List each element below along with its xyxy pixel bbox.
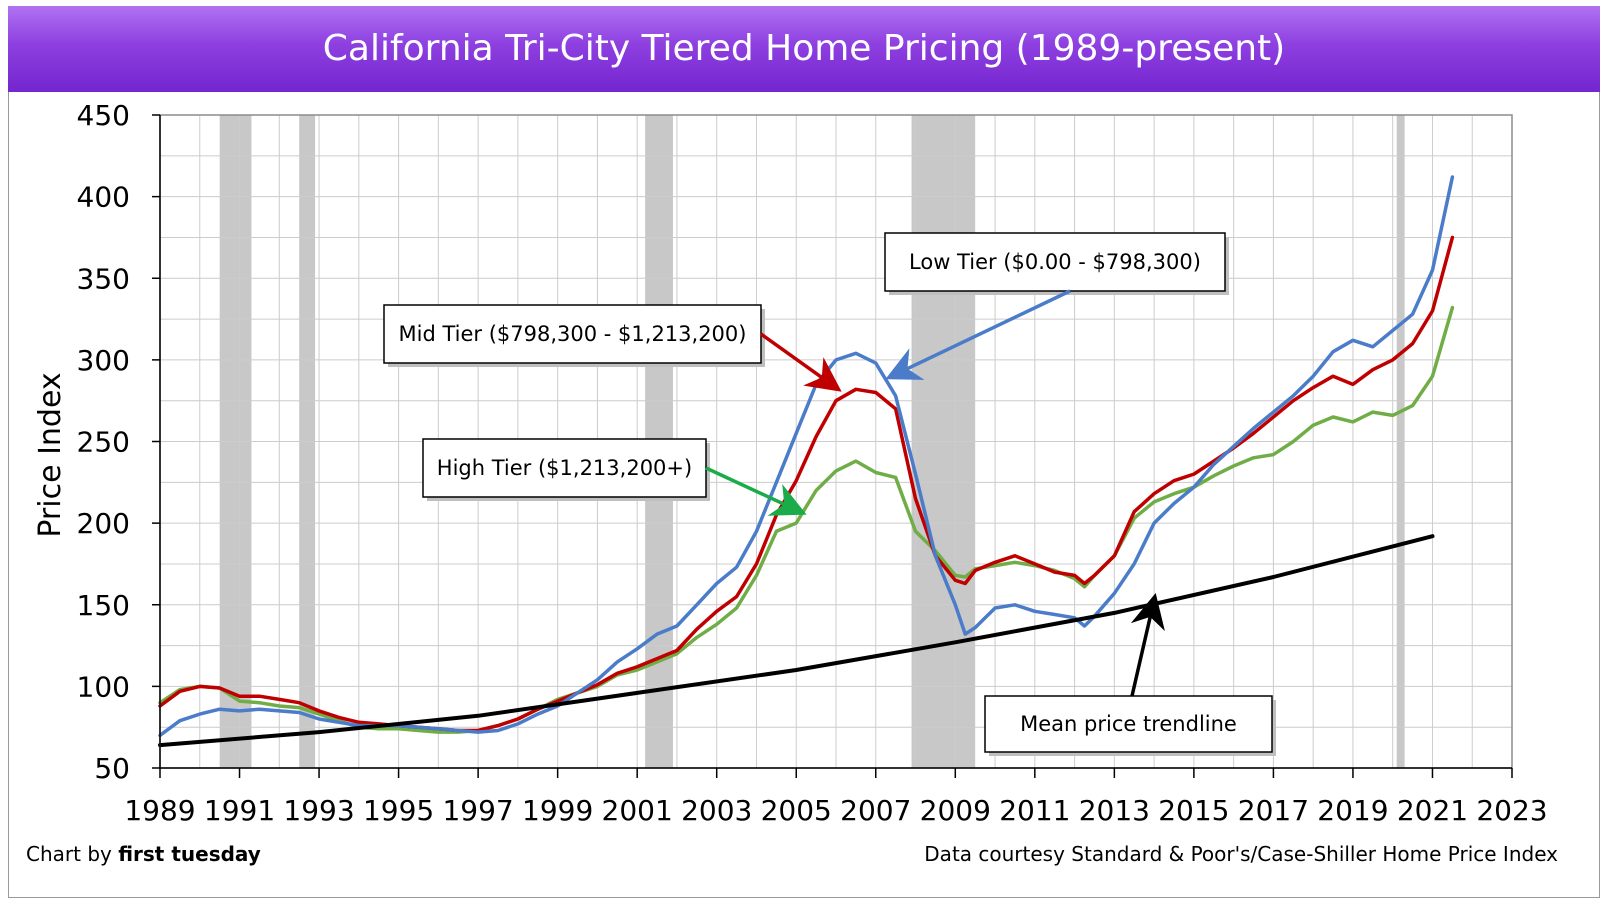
x-tick-label: 1991 bbox=[204, 794, 275, 827]
callout-box bbox=[884, 232, 1226, 292]
y-tick-label: 300 bbox=[77, 344, 130, 377]
x-tick-label: 2003 bbox=[681, 794, 752, 827]
callout-mid-tier: Mid Tier ($798,300 - $1,213,200) bbox=[383, 304, 842, 392]
credit-prefix: Chart by bbox=[26, 842, 119, 866]
mean-trendline bbox=[158, 534, 1435, 748]
y-tick-label: 350 bbox=[77, 262, 130, 295]
x-tick-label: 2009 bbox=[920, 794, 991, 827]
axes bbox=[152, 114, 1513, 778]
x-tick-label: 1989 bbox=[124, 794, 195, 827]
high-tier-line bbox=[158, 305, 1455, 734]
callout-label: Mean price trendline bbox=[1020, 712, 1237, 736]
callout-arrow bbox=[1130, 593, 1165, 697]
x-tick-label: 1999 bbox=[522, 794, 593, 827]
x-tick-label: 2023 bbox=[1476, 794, 1547, 827]
x-tick-label: 2011 bbox=[999, 794, 1070, 827]
chart-frame bbox=[8, 6, 1600, 898]
callout-arrow bbox=[885, 289, 1071, 380]
callout-arrow bbox=[759, 332, 842, 392]
mid-tier-line bbox=[158, 235, 1455, 733]
callout-label: High Tier ($1,213,200+) bbox=[437, 456, 692, 480]
x-tick-label: 2015 bbox=[1158, 794, 1229, 827]
callout-low-tier: Low Tier ($0.00 - $798,300) bbox=[884, 232, 1229, 380]
y-tick-label: 100 bbox=[77, 670, 130, 703]
y-tick-label: 200 bbox=[77, 507, 130, 540]
callout-label: Low Tier ($0.00 - $798,300) bbox=[909, 250, 1201, 274]
x-tick-label: 1995 bbox=[363, 794, 434, 827]
credit-brand: first tuesday bbox=[118, 842, 261, 866]
annotations: Low Tier ($0.00 - $798,300) Mid Tier ($79… bbox=[383, 232, 1276, 756]
x-tick-label: 1993 bbox=[283, 794, 354, 827]
data-source-note: Data courtesy Standard & Poor's/Case-Shi… bbox=[924, 842, 1558, 866]
x-tick-label: 2013 bbox=[1079, 794, 1150, 827]
series-lines bbox=[158, 175, 1455, 748]
x-tick-label: 2005 bbox=[761, 794, 832, 827]
x-tick-label: 2017 bbox=[1238, 794, 1309, 827]
chart-title: California Tri-City Tiered Home Pricing … bbox=[8, 6, 1600, 92]
x-tick-label: 2001 bbox=[602, 794, 673, 827]
y-axis-label: Price Index bbox=[33, 372, 68, 537]
y-tick-label: 50 bbox=[94, 752, 130, 785]
callout-box bbox=[383, 304, 762, 364]
x-tick-label: 2007 bbox=[840, 794, 911, 827]
callout-label: Mid Tier ($798,300 - $1,213,200) bbox=[399, 322, 747, 346]
y-tick-label: 450 bbox=[77, 99, 130, 132]
callout-trendline: Mean price trendline bbox=[984, 593, 1276, 756]
callout-arrow bbox=[705, 466, 807, 516]
x-tick-label: 2021 bbox=[1397, 794, 1468, 827]
callout-box bbox=[422, 438, 707, 498]
y-tick-label: 400 bbox=[77, 181, 130, 214]
gridlines bbox=[160, 115, 1512, 768]
x-tick-label: 2019 bbox=[1317, 794, 1388, 827]
y-tick-label: 250 bbox=[77, 426, 130, 459]
chart-credit: Chart by first tuesday bbox=[26, 842, 261, 866]
callout-box bbox=[984, 695, 1273, 753]
callout-high-tier: High Tier ($1,213,200+) bbox=[422, 438, 807, 516]
x-tick-label: 1997 bbox=[442, 794, 513, 827]
y-tick-label: 150 bbox=[77, 589, 130, 622]
tick-labels: 1989 1991 1993 1995 1997 1999 2001 2003 2005 2007… bbox=[77, 99, 1548, 827]
